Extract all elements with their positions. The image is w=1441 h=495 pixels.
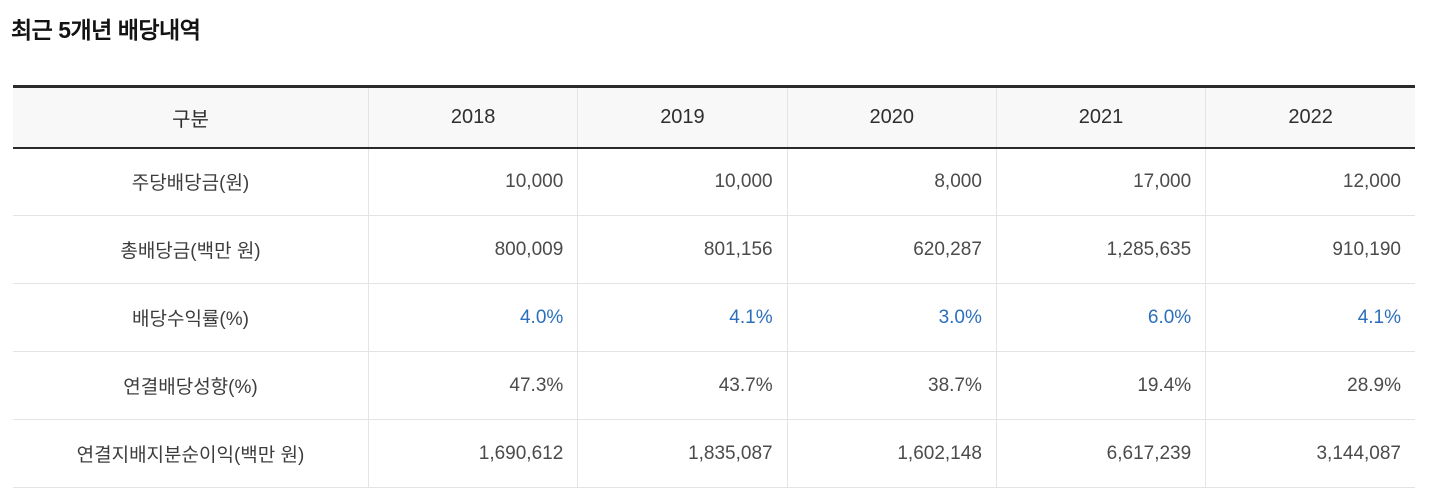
cell-value: 17,000 (995, 147, 1206, 216)
cell-value: 19.4% (995, 351, 1206, 420)
row-label: 배당수익률(%) (13, 283, 369, 352)
cell-value: 12,000 (1205, 147, 1415, 216)
cell-value: 28.9% (1205, 351, 1415, 420)
cell-value: 1,835,087 (577, 419, 788, 488)
cell-value: 3,144,087 (1205, 419, 1415, 488)
cell-value: 801,156 (577, 215, 788, 284)
cell-value: 4.0% (367, 283, 578, 352)
cell-value: 43.7% (577, 351, 788, 420)
column-header-year: 2022 (1205, 86, 1415, 149)
cell-value: 800,009 (367, 215, 578, 284)
column-header-year: 2021 (995, 86, 1206, 149)
page-title: 최근 5개년 배당내역 (11, 17, 201, 43)
dividend-table: 구분 2018 2019 2020 2021 2022 주당배당금(원) 10,0… (13, 85, 1415, 488)
cell-value: 3.0% (786, 283, 997, 352)
cell-value: 1,690,612 (367, 419, 578, 488)
table-row: 배당수익률(%) 4.0% 4.1% 3.0% 6.0% 4.1% (13, 283, 1415, 352)
cell-value: 620,287 (786, 215, 997, 284)
header-row: 구분 2018 2019 2020 2021 2022 (13, 86, 1415, 149)
table-row: 연결배당성향(%) 47.3% 43.7% 38.7% 19.4% 28.9% (13, 351, 1415, 420)
column-header-category: 구분 (13, 86, 369, 149)
table-row: 주당배당금(원) 10,000 10,000 8,000 17,000 12,000 (13, 147, 1415, 216)
cell-value: 10,000 (577, 147, 788, 216)
column-header-year: 2019 (577, 86, 788, 149)
cell-value: 6.0% (995, 283, 1206, 352)
row-label: 주당배당금(원) (13, 147, 369, 216)
table-row: 총배당금(백만 원) 800,009 801,156 620,287 1,285,635… (13, 215, 1415, 284)
cell-value: 47.3% (367, 351, 578, 420)
cell-value: 6,617,239 (995, 419, 1206, 488)
column-header-year: 2020 (786, 86, 997, 149)
table-header: 구분 2018 2019 2020 2021 2022 (13, 86, 1415, 149)
row-label: 연결배당성향(%) (13, 351, 369, 420)
cell-value: 4.1% (577, 283, 788, 352)
cell-value: 1,285,635 (995, 215, 1206, 284)
cell-value: 910,190 (1205, 215, 1415, 284)
cell-value: 1,602,148 (786, 419, 997, 488)
table-body: 주당배당금(원) 10,000 10,000 8,000 17,000 12,000 총배당… (13, 147, 1415, 488)
table-row: 연결지배지분순이익(백만 원) 1,690,612 1,835,087 1,602,1… (13, 419, 1415, 488)
column-header-year: 2018 (367, 86, 578, 149)
cell-value: 4.1% (1205, 283, 1415, 352)
row-label: 연결지배지분순이익(백만 원) (13, 419, 369, 488)
cell-value: 10,000 (367, 147, 578, 216)
row-label: 총배당금(백만 원) (13, 215, 369, 284)
cell-value: 38.7% (786, 351, 997, 420)
cell-value: 8,000 (786, 147, 997, 216)
